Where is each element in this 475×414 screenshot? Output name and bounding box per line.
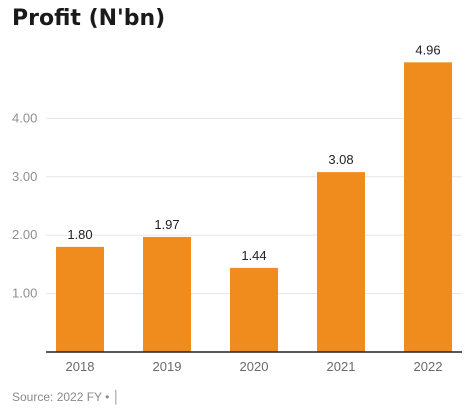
x-tick-label: 2018	[66, 359, 95, 374]
x-tick-label: 2022	[414, 359, 443, 374]
bar-2019	[143, 236, 191, 352]
bar-2020	[230, 267, 278, 352]
data-label: 1.97	[154, 217, 179, 232]
x-axis-ticks: 2018 2019 2020 2021 2022	[66, 359, 443, 374]
y-tick-label: 3.00	[12, 169, 37, 184]
data-label: 4.96	[415, 42, 440, 57]
x-tick-label: 2019	[153, 359, 182, 374]
bar-2021	[317, 172, 365, 352]
y-axis-ticks: 1.00 2.00 3.00 4.00	[12, 110, 37, 300]
gridlines	[46, 117, 462, 295]
data-labels: 1.80 1.97 1.44 3.08 4.96	[67, 42, 440, 263]
x-tick-label: 2020	[240, 359, 269, 374]
bar-2022	[404, 62, 452, 352]
y-tick-label: 2.00	[12, 227, 37, 242]
bar-2018	[56, 246, 104, 352]
data-label: 1.80	[67, 227, 92, 242]
y-tick-label: 1.00	[12, 286, 37, 301]
chart-title: Profit (N'bn)	[12, 6, 166, 31]
bars	[56, 62, 452, 352]
y-tick-label: 4.00	[12, 110, 37, 125]
x-tick-label: 2021	[327, 359, 356, 374]
source-note: Source: 2022 FY • │	[12, 390, 121, 404]
data-label: 3.08	[328, 152, 353, 167]
data-label: 1.44	[241, 248, 266, 263]
